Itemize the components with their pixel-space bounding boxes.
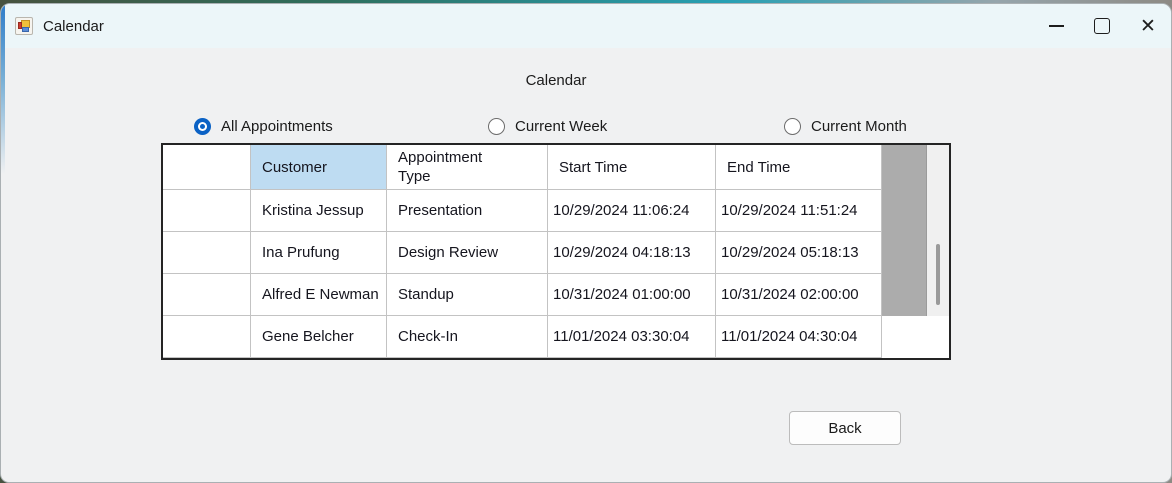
cell-appointment-type[interactable]: Presentation bbox=[387, 190, 548, 232]
cell-appointment-type[interactable]: Check-In bbox=[387, 316, 548, 358]
cell-customer[interactable]: Alfred E Newman bbox=[251, 274, 387, 316]
cell-start-time[interactable]: 10/31/2024 01:00:00 bbox=[548, 274, 716, 316]
row-header-cell[interactable] bbox=[163, 316, 251, 358]
maximize-button[interactable] bbox=[1079, 4, 1125, 48]
minimize-icon bbox=[1048, 25, 1064, 27]
cell-start-time[interactable]: 11/01/2024 03:30:04 bbox=[548, 316, 716, 358]
row-header-corner[interactable] bbox=[163, 145, 251, 190]
window-controls: ✕ bbox=[1033, 4, 1171, 48]
column-header-end-time[interactable]: End Time bbox=[716, 145, 882, 190]
radio-current-week[interactable]: Current Week bbox=[488, 117, 607, 135]
back-button[interactable]: Back bbox=[789, 411, 901, 445]
app-window: Calendar ✕ Calendar All Appointments Cur… bbox=[0, 3, 1172, 483]
radio-checked-icon bbox=[194, 117, 211, 135]
grid-unused-area bbox=[882, 145, 927, 316]
radio-all-appointments[interactable]: All Appointments bbox=[194, 117, 333, 135]
title-bar[interactable]: Calendar ✕ bbox=[1, 4, 1171, 48]
radio-unchecked-icon bbox=[488, 117, 505, 135]
cell-customer[interactable]: Gene Belcher bbox=[251, 316, 387, 358]
column-header-label: Appointment Type bbox=[398, 148, 483, 185]
column-header-appointment-type[interactable]: Appointment Type bbox=[387, 145, 548, 190]
cell-start-time[interactable]: 10/29/2024 11:06:24 bbox=[548, 190, 716, 232]
vertical-scrollbar[interactable] bbox=[927, 145, 949, 316]
column-header-label: End Time bbox=[727, 158, 791, 176]
row-header-cell[interactable] bbox=[163, 274, 251, 316]
page-title: Calendar bbox=[525, 72, 587, 89]
cell-appointment-type[interactable]: Design Review bbox=[387, 232, 548, 274]
column-header-label: Start Time bbox=[559, 158, 628, 176]
cell-start-time[interactable]: 10/29/2024 04:18:13 bbox=[548, 232, 716, 274]
window-title: Calendar bbox=[43, 17, 104, 35]
row-header-cell[interactable] bbox=[163, 190, 251, 232]
app-icon-square-blue bbox=[22, 27, 29, 32]
radio-unchecked-icon bbox=[784, 117, 801, 135]
column-header-label: Customer bbox=[262, 158, 328, 176]
row-header-cell[interactable] bbox=[163, 232, 251, 274]
cell-customer[interactable]: Ina Prufung bbox=[251, 232, 387, 274]
cell-appointment-type[interactable]: Standup bbox=[387, 274, 548, 316]
radio-label: All Appointments bbox=[221, 117, 333, 135]
radio-label: Current Week bbox=[515, 117, 608, 135]
app-icon bbox=[15, 17, 33, 35]
cell-customer[interactable]: Kristina Jessup bbox=[251, 190, 387, 232]
cell-end-time[interactable]: 11/01/2024 04:30:04 bbox=[716, 316, 882, 358]
scrollbar-thumb[interactable] bbox=[936, 244, 940, 305]
appointments-table: Customer Appointment Type Start Time End… bbox=[161, 143, 951, 360]
minimize-button[interactable] bbox=[1033, 4, 1079, 48]
close-button[interactable]: ✕ bbox=[1125, 4, 1171, 48]
maximize-icon bbox=[1094, 18, 1110, 34]
close-icon: ✕ bbox=[1140, 14, 1156, 37]
column-header-start-time[interactable]: Start Time bbox=[548, 145, 716, 190]
radio-current-month[interactable]: Current Month bbox=[784, 117, 907, 135]
cell-end-time[interactable]: 10/29/2024 11:51:24 bbox=[716, 190, 882, 232]
cell-end-time[interactable]: 10/29/2024 05:18:13 bbox=[716, 232, 882, 274]
radio-label: Current Month bbox=[811, 117, 907, 135]
app-icon-square-red bbox=[18, 22, 22, 29]
cell-end-time[interactable]: 10/31/2024 02:00:00 bbox=[716, 274, 882, 316]
column-header-customer[interactable]: Customer bbox=[251, 145, 387, 190]
